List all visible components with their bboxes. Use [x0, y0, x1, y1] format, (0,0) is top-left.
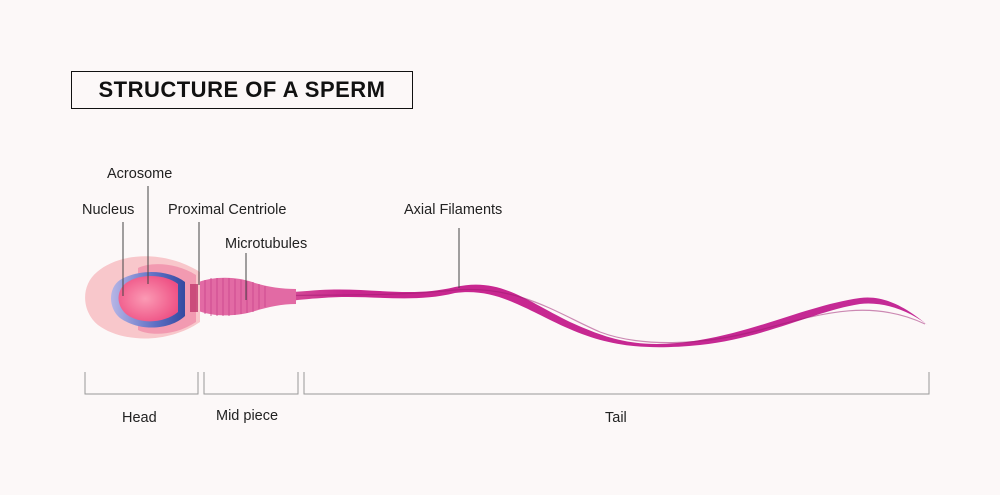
head-shape	[85, 256, 200, 339]
axial-filaments-label: Axial Filaments	[404, 202, 503, 218]
proximal-centriole-label: Proximal Centriole	[168, 202, 287, 218]
mid-piece-segment-label: Mid piece	[216, 408, 279, 424]
acrosome-label: Acrosome	[107, 166, 173, 182]
diagram-title: STRUCTURE OF A SPERM	[71, 71, 413, 109]
tail-bracket	[303, 372, 930, 395]
head-bracket	[84, 372, 199, 395]
tail-shape	[240, 284, 930, 348]
nucleus-label: Nucleus	[82, 202, 135, 218]
head-segment-label: Head	[122, 410, 157, 426]
microtubules-label: Microtubules	[225, 236, 308, 252]
leader-lines	[122, 186, 460, 300]
mid-piece-bracket	[203, 372, 299, 395]
segment-brackets	[84, 372, 930, 395]
tail-segment-label: Tail	[605, 410, 627, 426]
